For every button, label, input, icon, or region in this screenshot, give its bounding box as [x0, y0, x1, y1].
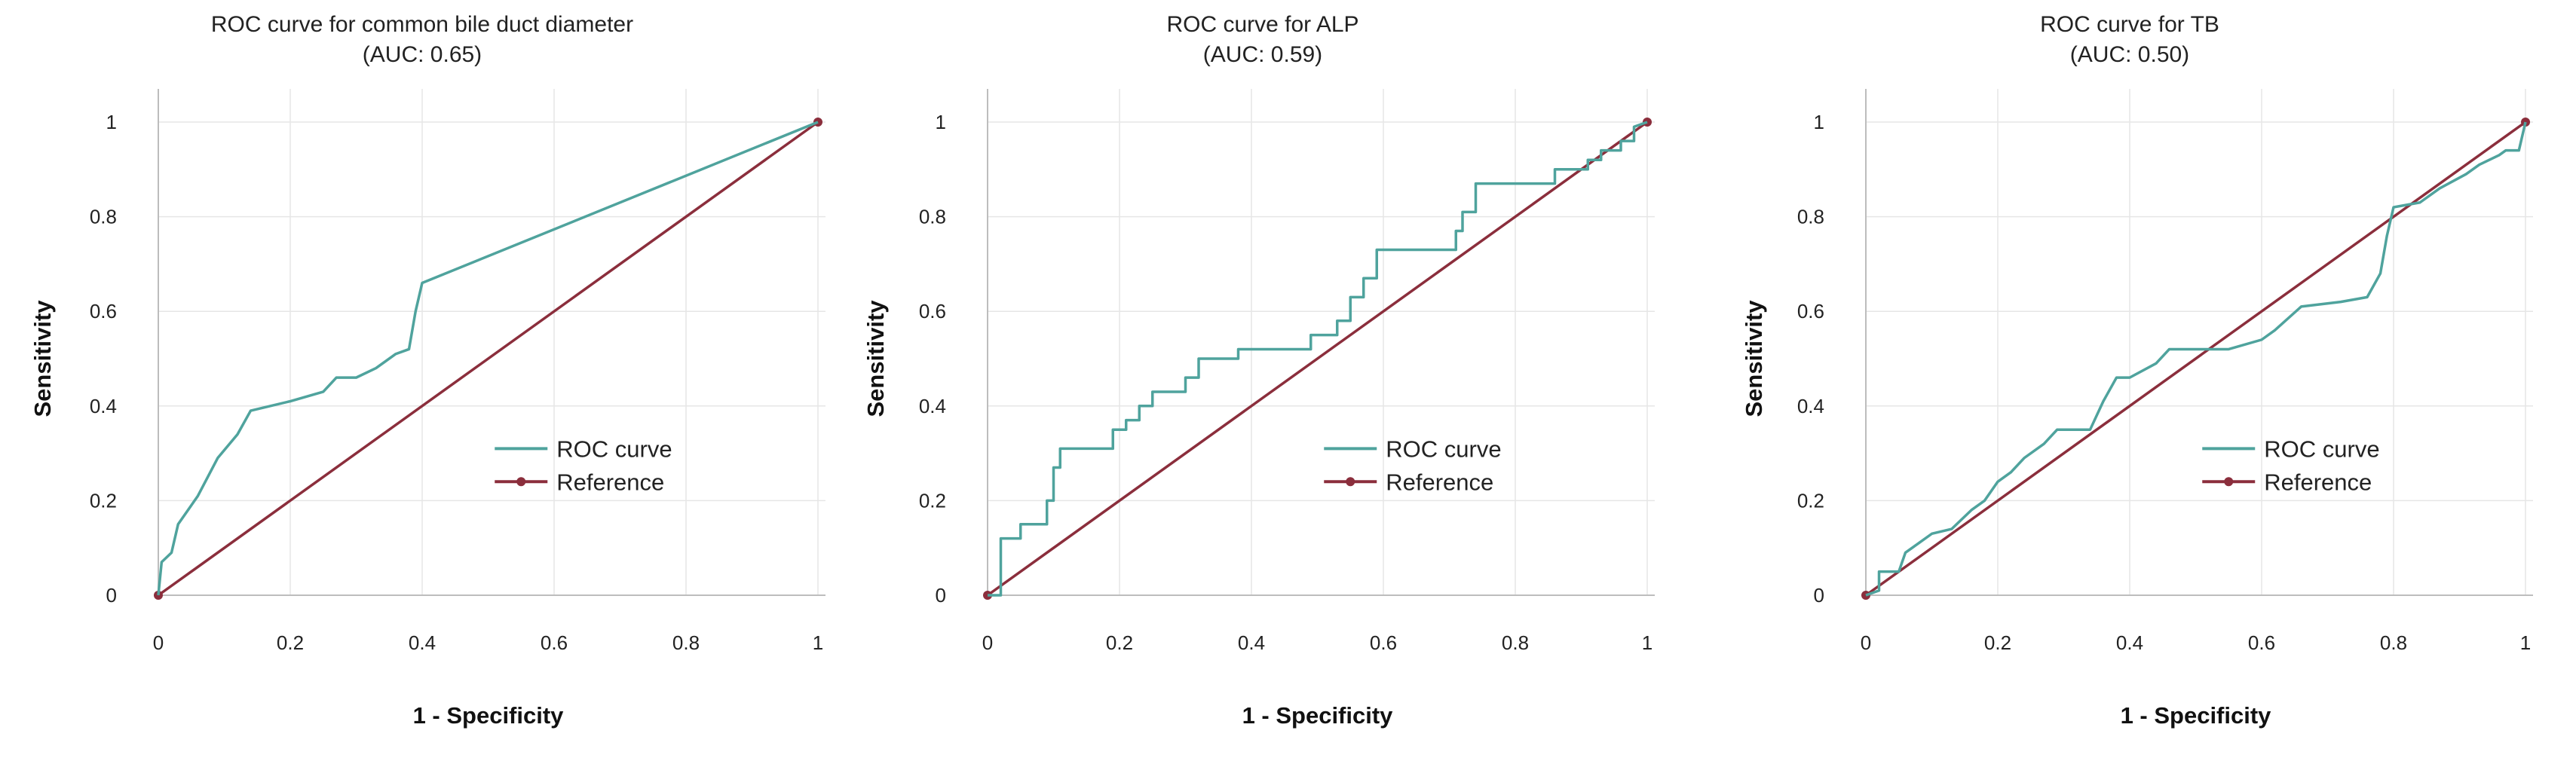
legend-reference-label: Reference: [1386, 469, 1493, 495]
legend-reference-marker: [516, 477, 526, 487]
chart-subtitle: (AUC: 0.50): [2070, 42, 2189, 67]
x-tick-label: 0.2: [1984, 631, 2011, 654]
x-tick-label: 0.4: [1238, 631, 1265, 654]
roc-curve-line: [988, 121, 1648, 597]
x-tick-label: 0: [1861, 631, 1871, 654]
reference-line: [1864, 121, 2527, 597]
chart-subtitle: (AUC: 0.59): [1203, 42, 1322, 67]
legend-reference-label: Reference: [2264, 469, 2372, 495]
reference-line: [986, 121, 1649, 597]
y-tick-label: 1: [106, 111, 117, 133]
y-tick-label: 0.8: [919, 206, 946, 228]
y-tick-label: 0.6: [90, 300, 117, 322]
y-axis-label: Sensitivity: [29, 300, 56, 417]
legend-roc-label: ROC curve: [556, 436, 672, 462]
x-tick-label: 0.8: [1502, 631, 1529, 654]
y-tick-label: 0.8: [1797, 206, 1824, 228]
x-tick-label: 0.4: [2116, 631, 2143, 654]
legend: ROC curve Reference: [2202, 436, 2380, 495]
x-tick-label: 0.8: [2380, 631, 2407, 654]
legend: ROC curve Reference: [1324, 436, 1502, 495]
x-tick-label: 0.6: [2248, 631, 2275, 654]
x-tick-label: 0.6: [541, 631, 568, 654]
y-tick-label: 0: [106, 584, 117, 607]
chart-title: ROC curve for TB: [2040, 12, 2219, 37]
y-tick-label: 0.6: [1797, 300, 1824, 322]
x-tick-label: 0.2: [277, 631, 304, 654]
x-tick-label: 1: [813, 631, 823, 654]
y-tick-label: 0: [936, 584, 946, 607]
y-tick-label: 0.8: [90, 206, 117, 228]
x-tick-label: 0.8: [672, 631, 700, 654]
x-axis-label: 1 - Specificity: [1242, 702, 1394, 729]
y-tick-label: 0.2: [919, 489, 946, 512]
y-tick-label: 0.4: [1797, 395, 1824, 417]
legend-roc-label: ROC curve: [1386, 436, 1501, 462]
y-tick-label: 1: [936, 111, 946, 133]
legend-roc-label: ROC curve: [2264, 436, 2379, 462]
x-tick-label: 1: [1642, 631, 1652, 654]
reference-line: [157, 121, 819, 597]
roc-chart-3: ROC curve for TB (AUC: 0.50) 0 0.2 0.4 0.6 0.8…: [1741, 12, 2533, 729]
legend-reference-marker: [1346, 477, 1355, 487]
x-axis-label: 1 - Specificity: [413, 702, 565, 729]
y-tick-label: 0.4: [90, 395, 117, 417]
roc-curve-line: [157, 121, 819, 596]
x-tick-label: 0.4: [409, 631, 436, 654]
roc-chart-1: ROC curve for common bile duct diameter (…: [29, 12, 825, 729]
x-tick-label: 0: [982, 631, 993, 654]
y-tick-label: 0.2: [90, 489, 117, 512]
chart-title: ROC curve for ALP: [1166, 12, 1358, 37]
legend-reference-marker: [2224, 477, 2234, 487]
legend: ROC curve Reference: [495, 436, 672, 495]
y-tick-label: 0.2: [1797, 489, 1824, 512]
y-tick-label: 0.4: [919, 395, 946, 417]
y-axis-label: Sensitivity: [1741, 300, 1767, 417]
roc-chart-2: ROC curve for ALP (AUC: 0.59) 0 0.2 0.4 0.6 0.…: [862, 12, 1655, 729]
x-tick-label: 0: [153, 631, 164, 654]
y-tick-label: 1: [1814, 111, 1824, 133]
y-tick-label: 0: [1814, 584, 1824, 607]
y-tick-label: 0.6: [919, 300, 946, 322]
x-tick-label: 0.2: [1106, 631, 1133, 654]
x-axis-label: 1 - Specificity: [2121, 702, 2272, 729]
chart-subtitle: (AUC: 0.65): [363, 42, 482, 67]
y-axis-label: Sensitivity: [862, 300, 889, 417]
x-tick-label: 0.6: [1370, 631, 1397, 654]
legend-reference-label: Reference: [556, 469, 664, 495]
roc-curve-line: [1865, 121, 2527, 597]
x-tick-label: 1: [2520, 631, 2531, 654]
chart-title: ROC curve for common bile duct diameter: [211, 12, 633, 37]
